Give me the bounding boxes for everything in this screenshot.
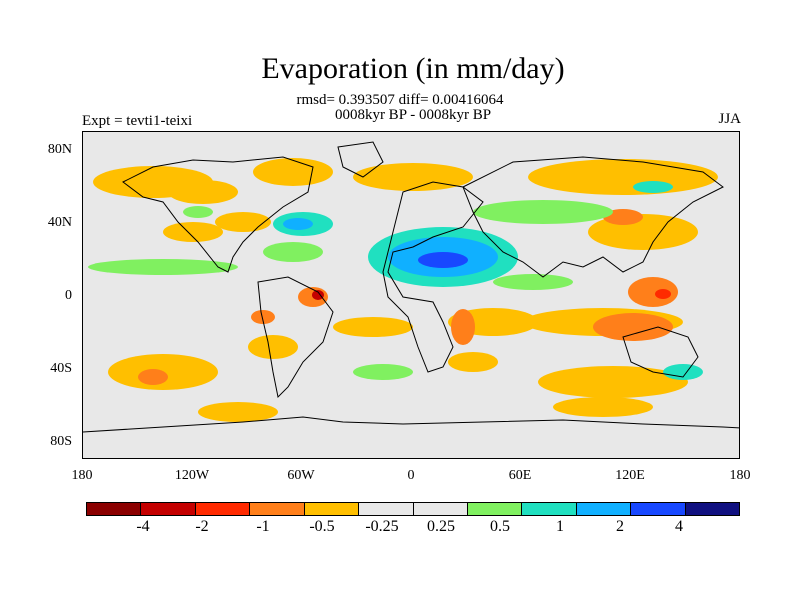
y-tick-40n: 40N bbox=[47, 215, 72, 230]
y-tick-0: 0 bbox=[65, 288, 72, 303]
positive-anomaly-patches bbox=[88, 181, 703, 380]
colorbar-label: 0.25 bbox=[427, 518, 455, 535]
season-label: JJA bbox=[718, 111, 741, 127]
y-tick-80n: 80N bbox=[47, 142, 72, 157]
stats-line-rmsd: rmsd= 0.393507 diff= 0.00416064 bbox=[296, 92, 504, 108]
x-tick-180-left: 180 bbox=[71, 468, 93, 483]
x-tick-60e: 60E bbox=[508, 468, 532, 483]
x-tick-120w: 120W bbox=[174, 468, 210, 483]
map-panel bbox=[82, 131, 740, 459]
colorbar-label: -1 bbox=[256, 518, 270, 535]
x-tick-120e: 120E bbox=[615, 468, 645, 483]
colorbar-swatch bbox=[631, 503, 686, 515]
colorbar-label: 1 bbox=[556, 518, 564, 535]
y-tick-40s: 40S bbox=[50, 361, 72, 376]
colorbar-swatch bbox=[304, 503, 360, 515]
colorbar-swatch bbox=[195, 503, 251, 515]
colorbar-swatch bbox=[522, 503, 577, 515]
colorbar-label: 2 bbox=[616, 518, 624, 535]
colorbar-label: -2 bbox=[195, 518, 209, 535]
colorbar-swatch bbox=[250, 503, 305, 515]
colorbar-swatch bbox=[359, 503, 414, 515]
experiment-label: Expt = tevti1-teixi bbox=[82, 113, 193, 129]
evaporation-map bbox=[83, 141, 739, 433]
colorbar-swatch bbox=[685, 503, 740, 515]
colorbar-swatch bbox=[467, 503, 523, 515]
colorbar-swatch bbox=[141, 503, 196, 515]
stats-text: rmsd= 0.393507 diff= 0.00416064 0008kyr … bbox=[0, 93, 800, 123]
colorbar-swatch bbox=[576, 503, 632, 515]
colorbar-swatch bbox=[413, 503, 468, 515]
colorbar-label: 0.5 bbox=[490, 518, 510, 535]
plot-title: Evaporation (in mm/day) bbox=[261, 52, 565, 85]
colorbar-label: -0.25 bbox=[365, 518, 399, 535]
x-tick-0: 0 bbox=[407, 468, 415, 483]
colorbar-label: 4 bbox=[675, 518, 683, 535]
colorbar bbox=[86, 502, 740, 516]
colorbar-label: -4 bbox=[136, 518, 150, 535]
negative-anomaly-patches bbox=[93, 158, 718, 422]
stats-line-period: 0008kyr BP - 0008kyr BP bbox=[334, 107, 492, 123]
y-tick-80s: 80S bbox=[50, 434, 72, 449]
coastlines bbox=[83, 141, 739, 433]
colorbar-swatch bbox=[87, 503, 142, 515]
colorbar-label: -0.5 bbox=[309, 518, 335, 535]
x-tick-60w: 60W bbox=[287, 468, 315, 483]
x-tick-180-right: 180 bbox=[729, 468, 751, 483]
